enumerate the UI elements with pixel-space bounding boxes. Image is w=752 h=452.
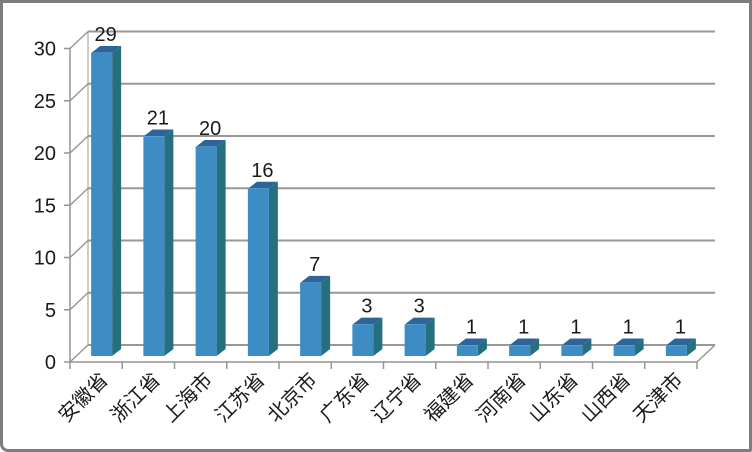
bar-top-face [561,338,592,346]
depth-line [69,30,89,50]
y-tick-label: 5 [45,300,56,322]
category-label: 山东省 [524,368,583,427]
depth-line [69,344,89,363]
bar-value-label: 1 [466,317,477,339]
floor-right-edge [696,344,716,363]
bar-chart: 0 5 10 15 20 25 30 29 安徽省 21 浙江省 20 上海市 16 江苏省 7 北京市 3 广东省… [34,24,716,427]
bar-front-face [91,52,113,356]
bar-side-face [321,275,331,356]
bar-value-label: 1 [623,317,634,339]
bar-side-face [164,129,174,356]
category-label: 广东省 [315,368,374,427]
y-tick-label: 10 [34,248,56,270]
bar-front-face [613,345,635,356]
bar-side-face [530,338,540,356]
bar-value-label: 20 [199,118,221,140]
y-tick-label: 20 [34,143,56,165]
bar-side-face [686,338,696,356]
bar-top-face [509,338,540,346]
y-tick-label: 25 [34,91,56,113]
bar-value-label: 3 [361,296,372,318]
bar-value-label: 3 [414,296,425,318]
bar-front-face [561,345,583,356]
category-label: 北京市 [263,368,322,427]
bar-side-face [634,338,644,356]
bar-side-face [582,338,592,356]
bar-front-face [456,345,478,356]
category-label: 江苏省 [211,368,270,427]
category-label: 辽宁省 [367,368,426,427]
bar-side-face [425,317,435,356]
bar-side-face [216,140,226,356]
bar-value-label: 16 [251,160,273,182]
category-label: 安徽省 [54,368,113,427]
bar-top-face [404,317,435,325]
bar-value-label: 1 [675,317,686,339]
y-tick-label: 15 [34,195,56,217]
category-label: 上海市 [158,368,217,427]
category-label: 浙江省 [106,368,165,427]
bar-top-face [300,275,331,283]
bar-value-label: 1 [570,317,581,339]
bar-front-face [665,345,687,356]
bar-front-face [300,282,322,356]
bar-value-label: 7 [309,254,320,276]
bar-side-face [373,317,383,356]
category-label: 山西省 [576,368,635,427]
bar-front-face [143,136,165,356]
bar-front-face [352,324,374,356]
depth-line [69,83,89,102]
depth-line [69,292,89,311]
bar-value-label: 29 [95,24,117,46]
bar-top-face [91,45,122,53]
category-label: 天津市 [629,368,688,427]
bar-front-face [509,345,531,356]
bar-top-face [195,140,226,147]
bar-front-face [404,324,426,356]
bar-top-face [143,129,174,137]
category-label: 河南省 [472,368,531,427]
depth-line [69,239,89,259]
y-tick-label: 0 [45,352,56,374]
bar-top-face [247,181,278,189]
bar-front-face [247,188,269,356]
bar-front-face [195,147,217,356]
depth-line [69,187,89,206]
depth-line [69,135,89,154]
bar-side-face [477,338,487,356]
bar-top-face [456,338,487,346]
category-label: 福建省 [420,368,479,427]
bar-side-face [112,45,122,356]
bar-top-face [352,317,383,325]
bar-top-face [613,338,644,346]
bar-value-label: 1 [518,317,529,339]
bar-side-face [268,181,278,356]
bar-value-label: 21 [147,108,169,130]
bar-top-face [665,338,696,346]
y-tick-label: 30 [34,39,56,61]
